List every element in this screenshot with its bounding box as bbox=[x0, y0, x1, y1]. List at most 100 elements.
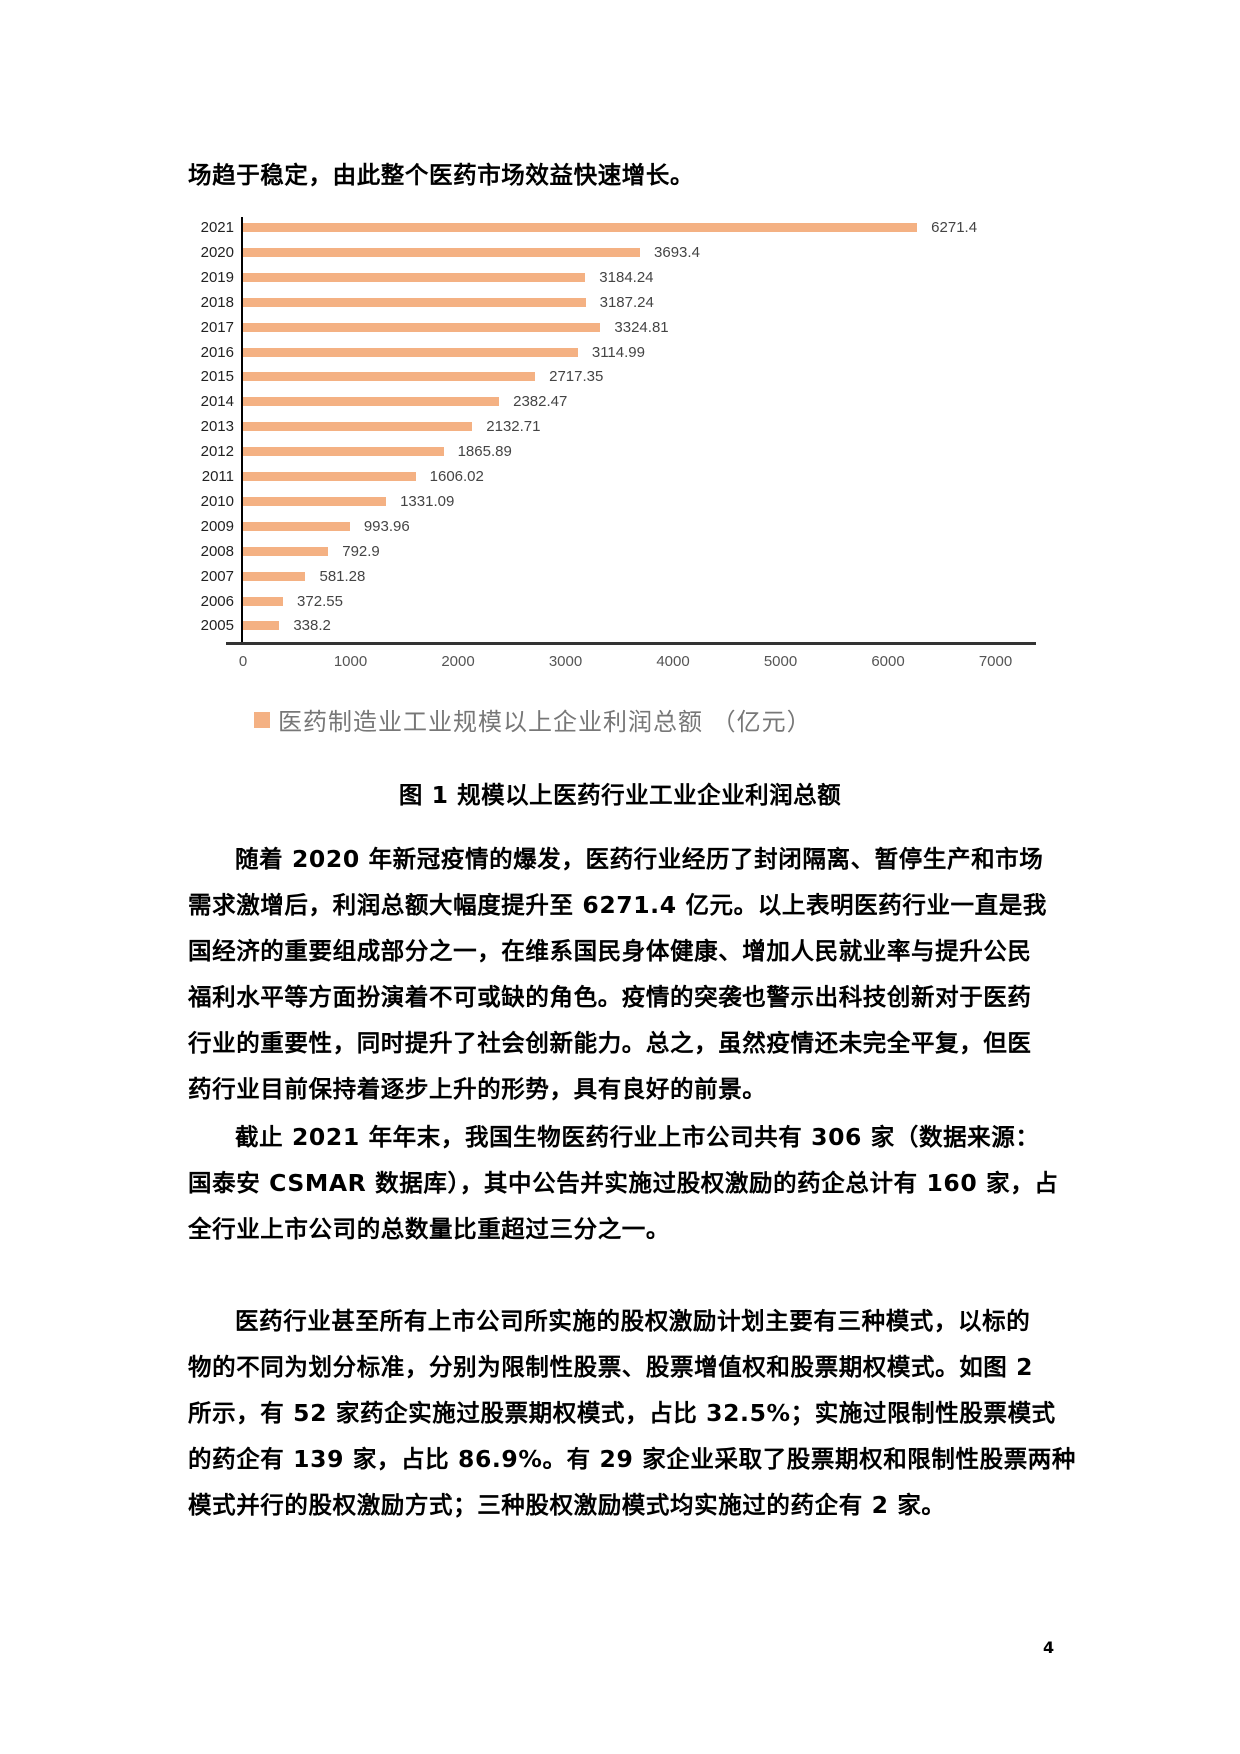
paragraph-line: 模式并行的股权激励方式；三种股权激励模式均实施过的药企有 2 家。 bbox=[188, 1491, 946, 1519]
bar bbox=[243, 422, 473, 432]
value-label: 2382.47 bbox=[513, 393, 568, 411]
year-label: 2014 bbox=[200, 393, 234, 411]
chart-row: 2007 581.28 bbox=[180, 564, 1080, 589]
paragraph-2: 截止 2021 年年末，我国生物医药行业上市公司共有 306 家（数据来源： 国泰… bbox=[188, 1114, 1063, 1252]
year-label: 2012 bbox=[200, 443, 234, 461]
paragraph-line: 全行业上市公司的总数量比重超过三分之一。 bbox=[188, 1215, 670, 1243]
chart-row: 2017 3324.81 bbox=[180, 315, 1080, 340]
chart-row: 2014 2382.47 bbox=[180, 389, 1080, 414]
chart-row: 2005 338.2 bbox=[180, 613, 1080, 638]
year-label: 2015 bbox=[200, 368, 234, 386]
legend-label: 医药制造业工业规模以上企业利润总额 （亿元） bbox=[278, 708, 812, 736]
paragraph-line: 国泰安 CSMAR 数据库），其中公告并实施过股权激励的药企总计有 160 家，… bbox=[188, 1169, 1059, 1197]
value-label: 2132.71 bbox=[486, 418, 541, 436]
x-tick-label: 1000 bbox=[333, 653, 368, 670]
year-label: 2010 bbox=[200, 492, 234, 510]
bar bbox=[243, 521, 350, 531]
year-label: 2011 bbox=[201, 468, 234, 485]
bar bbox=[243, 272, 586, 282]
bar bbox=[243, 297, 586, 307]
page-number: 4 bbox=[1043, 1638, 1055, 1657]
chart-row: 2015 2717.35 bbox=[180, 364, 1080, 389]
value-label: 792.9 bbox=[342, 542, 380, 560]
chart-legend: 医药制造业工业规模以上企业利润总额 （亿元） bbox=[254, 702, 812, 737]
value-label: 581.28 bbox=[319, 567, 366, 585]
value-label: 3324.81 bbox=[614, 318, 669, 336]
paragraph-line: 物的不同为划分标准，分别为限制性股票、股票增值权和股票期权模式。如图 2 bbox=[188, 1353, 1034, 1381]
chart-row: 2016 3114.99 bbox=[180, 340, 1080, 365]
paragraph-line: 截止 2021 年年末，我国生物医药行业上市公司共有 306 家（数据来源： bbox=[235, 1123, 1040, 1151]
x-tick-label: 4000 bbox=[656, 653, 690, 670]
paragraph-3: 医药行业甚至所有上市公司所实施的股权激励计划主要有三种模式，以标的物的不同为划分… bbox=[188, 1298, 1076, 1528]
bar bbox=[243, 372, 536, 382]
value-label: 3114.99 bbox=[591, 343, 645, 361]
chart-row: 2006 372.55 bbox=[180, 589, 1080, 614]
chart-row: 2020 3693.4 bbox=[180, 240, 1080, 265]
year-label: 2005 bbox=[200, 617, 234, 635]
value-label: 1606.02 bbox=[429, 468, 484, 485]
chart-row: 2021 6271.4 bbox=[180, 215, 1080, 240]
value-label: 1865.89 bbox=[457, 443, 512, 461]
chart-row: 2012 1865.89 bbox=[180, 439, 1080, 464]
x-tick-label: 3000 bbox=[548, 653, 583, 670]
bar bbox=[243, 496, 387, 506]
year-label: 2013 bbox=[200, 418, 234, 436]
value-label: 338.2 bbox=[293, 617, 331, 635]
value-label: 6271.4 bbox=[931, 219, 978, 236]
bar bbox=[243, 347, 578, 357]
intro-line: 场趋于稳定，由此整个医药市场效益快速增长。 bbox=[188, 161, 695, 189]
chart-row: 2019 3184.24 bbox=[180, 265, 1080, 290]
paragraph-line: 行业的重要性，同时提升了社会创新能力。总之，虽然疫情还未完全平复，但医 bbox=[188, 1029, 1032, 1057]
year-label: 2009 bbox=[200, 517, 234, 535]
year-label: 2008 bbox=[200, 542, 234, 560]
year-label: 2020 bbox=[200, 243, 234, 261]
bar bbox=[243, 247, 641, 257]
paragraph-line: 所示，有 52 家药企实施过股票期权模式，占比 32.5%；实施过限制性股票模式 bbox=[188, 1399, 1056, 1427]
value-label: 2717.35 bbox=[549, 368, 604, 386]
chart-row: 2010 1331.09 bbox=[180, 489, 1080, 514]
bar bbox=[243, 447, 444, 457]
bar bbox=[243, 621, 280, 631]
value-label: 3693.4 bbox=[654, 243, 700, 261]
bar bbox=[243, 322, 601, 332]
year-label: 2007 bbox=[200, 567, 234, 585]
paragraph-1: 随着 2020 年新冠疫情的爆发，医药行业经历了封闭隔离、暂停生产和市场需求激增… bbox=[188, 836, 1063, 1112]
chart-row: 2008 792.9 bbox=[180, 539, 1080, 564]
year-label: 2017 bbox=[200, 318, 234, 336]
paragraph-line: 医药行业甚至所有上市公司所实施的股权激励计划主要有三种模式，以标的 bbox=[235, 1307, 1031, 1335]
chart-row: 2009 993.96 bbox=[180, 514, 1080, 539]
value-label: 3187.24 bbox=[599, 293, 654, 311]
chart-row: 2013 2132.71 bbox=[180, 414, 1080, 439]
value-label: 993.96 bbox=[363, 517, 410, 535]
paragraph-line: 福利水平等方面扮演着不可或缺的角色。疫情的突袭也警示出科技创新对于医药 bbox=[188, 983, 1032, 1011]
y-axis-line bbox=[241, 217, 243, 645]
year-label: 2006 bbox=[200, 592, 234, 610]
paragraph-line: 随着 2020 年新冠疫情的爆发，医药行业经历了封闭隔离、暂停生产和市场 bbox=[235, 845, 1044, 873]
bar bbox=[243, 546, 329, 556]
year-label: 2019 bbox=[200, 268, 234, 286]
x-tick-label: 5000 bbox=[763, 653, 798, 670]
bar bbox=[243, 571, 306, 581]
x-axis-line bbox=[226, 642, 1036, 645]
year-label: 2016 bbox=[200, 343, 234, 361]
x-tick-label: 6000 bbox=[871, 653, 905, 670]
chart-row: 2011 1606.02 bbox=[180, 464, 1080, 489]
bar bbox=[243, 472, 416, 481]
paragraph-line: 需求激增后，利润总额大幅度提升至 6271.4 亿元。以上表明医药行业一直是我 bbox=[188, 891, 1047, 919]
x-tick-label: 7000 bbox=[978, 653, 1013, 670]
paragraph-line: 的药企有 139 家，占比 86.9%。有 29 家企业采取了股票期权和限制性股… bbox=[188, 1445, 1076, 1473]
paragraph-line: 药行业目前保持着逐步上升的形势，具有良好的前景。 bbox=[188, 1075, 767, 1103]
value-label: 372.55 bbox=[297, 592, 343, 610]
x-tick-label: 2000 bbox=[441, 653, 475, 670]
paragraph-line: 国经济的重要组成部分之一，在维系国民身体健康、增加人民就业率与提升公民 bbox=[188, 937, 1032, 965]
year-label: 2021 bbox=[200, 219, 234, 236]
year-label: 2018 bbox=[200, 293, 234, 311]
x-tick-label: 0 bbox=[238, 653, 248, 670]
value-label: 3184.24 bbox=[599, 268, 654, 286]
bar bbox=[243, 223, 918, 232]
bar bbox=[243, 596, 284, 606]
value-label: 1331.09 bbox=[400, 492, 455, 510]
bar bbox=[243, 397, 500, 407]
chart-row: 2018 3187.24 bbox=[180, 290, 1080, 315]
